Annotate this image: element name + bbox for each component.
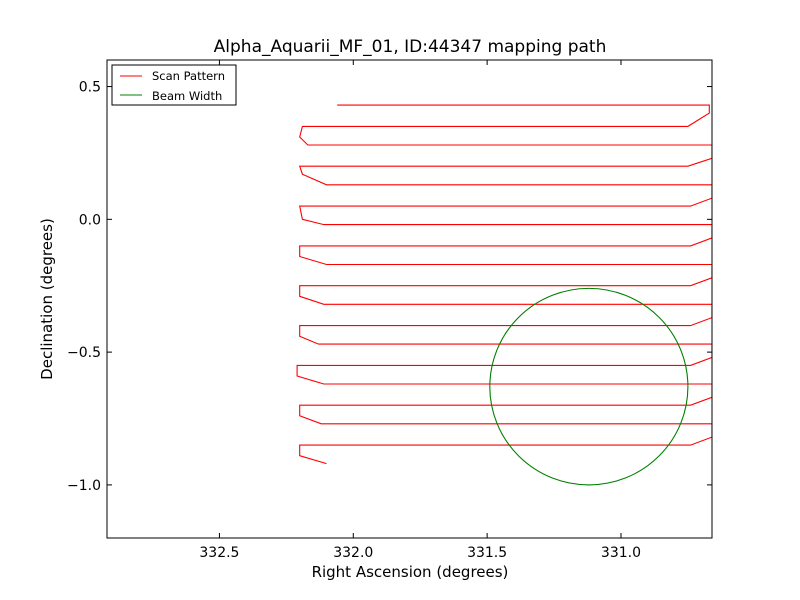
series-layer	[296, 104, 712, 486]
y-axis-label: Declination (degrees)	[38, 218, 56, 380]
x-axis: 332.5 332.0 331.5 331.0	[199, 60, 641, 561]
x-tick-label: 331.0	[601, 545, 641, 561]
x-axis-label: Right Ascension (degrees)	[312, 563, 509, 581]
x-tick-label: 332.0	[333, 545, 373, 561]
x-tick-label: 331.5	[467, 545, 507, 561]
scan-pattern-line	[296, 104, 712, 465]
y-tick-label: −1.0	[67, 478, 101, 494]
y-tick-label: 0.5	[79, 80, 101, 96]
y-axis: 0.5 0.0 −0.5 −1.0	[67, 80, 712, 494]
plot-frame	[106, 59, 713, 539]
x-tick-label: 332.5	[199, 545, 239, 561]
legend-label-beam-width: Beam Width	[152, 89, 222, 103]
chart-title: Alpha_Aquarii_MF_01, ID:44347 mapping pa…	[214, 37, 607, 57]
legend: Scan Pattern Beam Width	[111, 64, 237, 106]
legend-box	[111, 64, 237, 106]
legend-label-scan-pattern: Scan Pattern	[152, 69, 225, 83]
beam-width-circle	[489, 287, 689, 486]
plot-area	[107, 60, 712, 538]
y-tick-label: 0.0	[79, 212, 101, 228]
y-tick-label: −0.5	[67, 345, 101, 361]
